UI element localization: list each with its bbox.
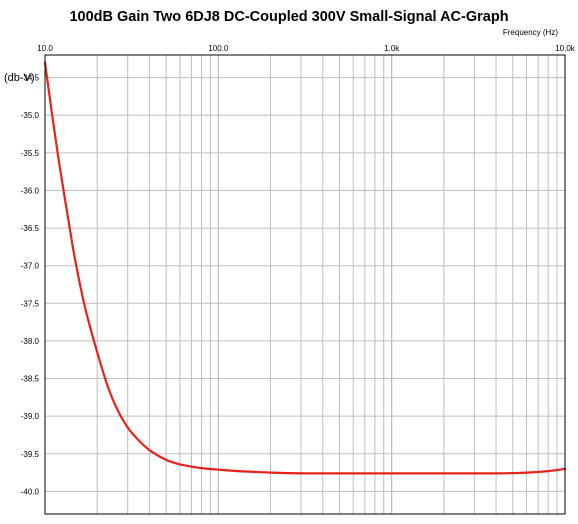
y-axis-label: (db-V) [4,72,35,84]
series-group [43,61,567,475]
x-axis-label: Frequency (Hz) [503,28,558,37]
chart-title: 100dB Gain Two 6DJ8 DC-Coupled 300V Smal… [69,9,508,25]
x-tick-labels: 10.0 100.0 1.0k 10.0k [37,44,576,53]
y-tick-label: -35.0 [21,111,40,120]
x-tick-label: 100.0 [208,44,229,53]
y-tick-label: -39.5 [21,450,40,459]
x-tick-label: 10.0 [37,44,53,53]
y-tick-label: -36.5 [21,224,40,233]
y-tick-label: -37.5 [21,299,40,308]
y-tick-label: -38.0 [21,337,40,346]
y-tick-label: -36.0 [21,186,40,195]
y-tick-label: -37.0 [21,262,40,271]
y-tick-label: -38.5 [21,375,40,384]
y-tick-label: -35.5 [21,149,40,158]
y-tick-label: -40.0 [21,487,40,496]
x-tick-label: 10.0k [555,44,576,53]
y-tick-label: -34.5 [21,74,40,83]
plot-frame [44,54,566,515]
y-tick-label: -39.0 [21,412,40,421]
series-line [43,61,567,475]
grid [44,55,566,514]
y-tick-labels: -34.5 -35.0 -35.5 -36.0 -36.5 -37.0 -37.5 -38.0… [21,74,40,497]
x-tick-label: 1.0k [384,44,400,53]
